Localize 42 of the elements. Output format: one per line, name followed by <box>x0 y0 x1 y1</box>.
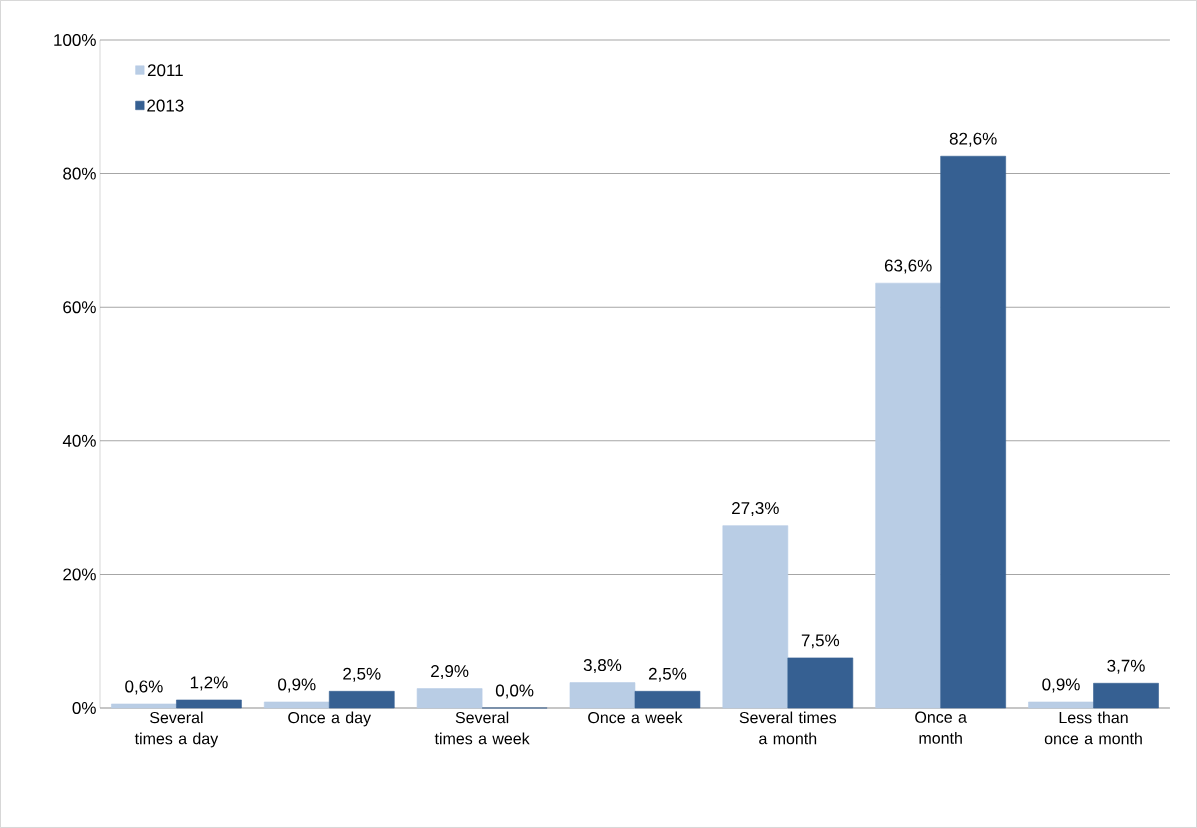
legend-label: 2013 <box>147 99 184 112</box>
bar <box>328 691 395 709</box>
bar <box>875 282 941 709</box>
x-tick-label: Once a month <box>915 711 967 744</box>
bar <box>1093 682 1159 709</box>
x-tick-label: Less than once a month <box>1044 711 1142 745</box>
data-label: 1,2% <box>190 676 228 691</box>
bar <box>263 701 330 709</box>
data-label: 0,0% <box>495 684 534 699</box>
bar <box>722 525 789 709</box>
data-label: 7,5% <box>801 634 840 649</box>
x-tick-label: Several times a day <box>134 711 219 748</box>
data-label: 63,6% <box>884 259 932 274</box>
bar <box>176 699 242 709</box>
legend-label: 2011 <box>147 64 183 77</box>
x-tick-label: Several times a week <box>434 711 530 745</box>
data-label: 0,6% <box>125 680 163 695</box>
data-label: 0,9% <box>278 678 316 693</box>
data-label: 2,5% <box>343 667 381 682</box>
y-tick-label: 40% <box>62 434 96 447</box>
data-label: 0,9% <box>1042 678 1080 693</box>
bar <box>634 691 701 709</box>
x-tick-label: Several times a month <box>739 711 837 745</box>
data-label: 82,6% <box>949 132 997 147</box>
y-tick-label: 60% <box>63 301 96 314</box>
data-label: 27,3% <box>732 502 779 517</box>
bar <box>111 703 177 709</box>
x-tick-label: Once a week <box>588 711 683 724</box>
y-tick-label: 100% <box>54 33 96 47</box>
y-tick-label: 20% <box>63 568 96 581</box>
data-label: 2,5% <box>648 667 687 682</box>
bar <box>940 155 1006 709</box>
y-tick-label: 0% <box>72 701 96 715</box>
x-tick-label: Once a day <box>288 711 372 727</box>
bar <box>569 682 636 709</box>
y-tick-label: 80% <box>63 167 96 180</box>
bar <box>416 688 483 709</box>
data-label: 3,7% <box>1107 659 1145 674</box>
bar <box>787 657 854 709</box>
bar <box>1028 701 1094 709</box>
data-label: 3,8% <box>583 659 622 674</box>
data-label: 2,9% <box>431 665 469 680</box>
